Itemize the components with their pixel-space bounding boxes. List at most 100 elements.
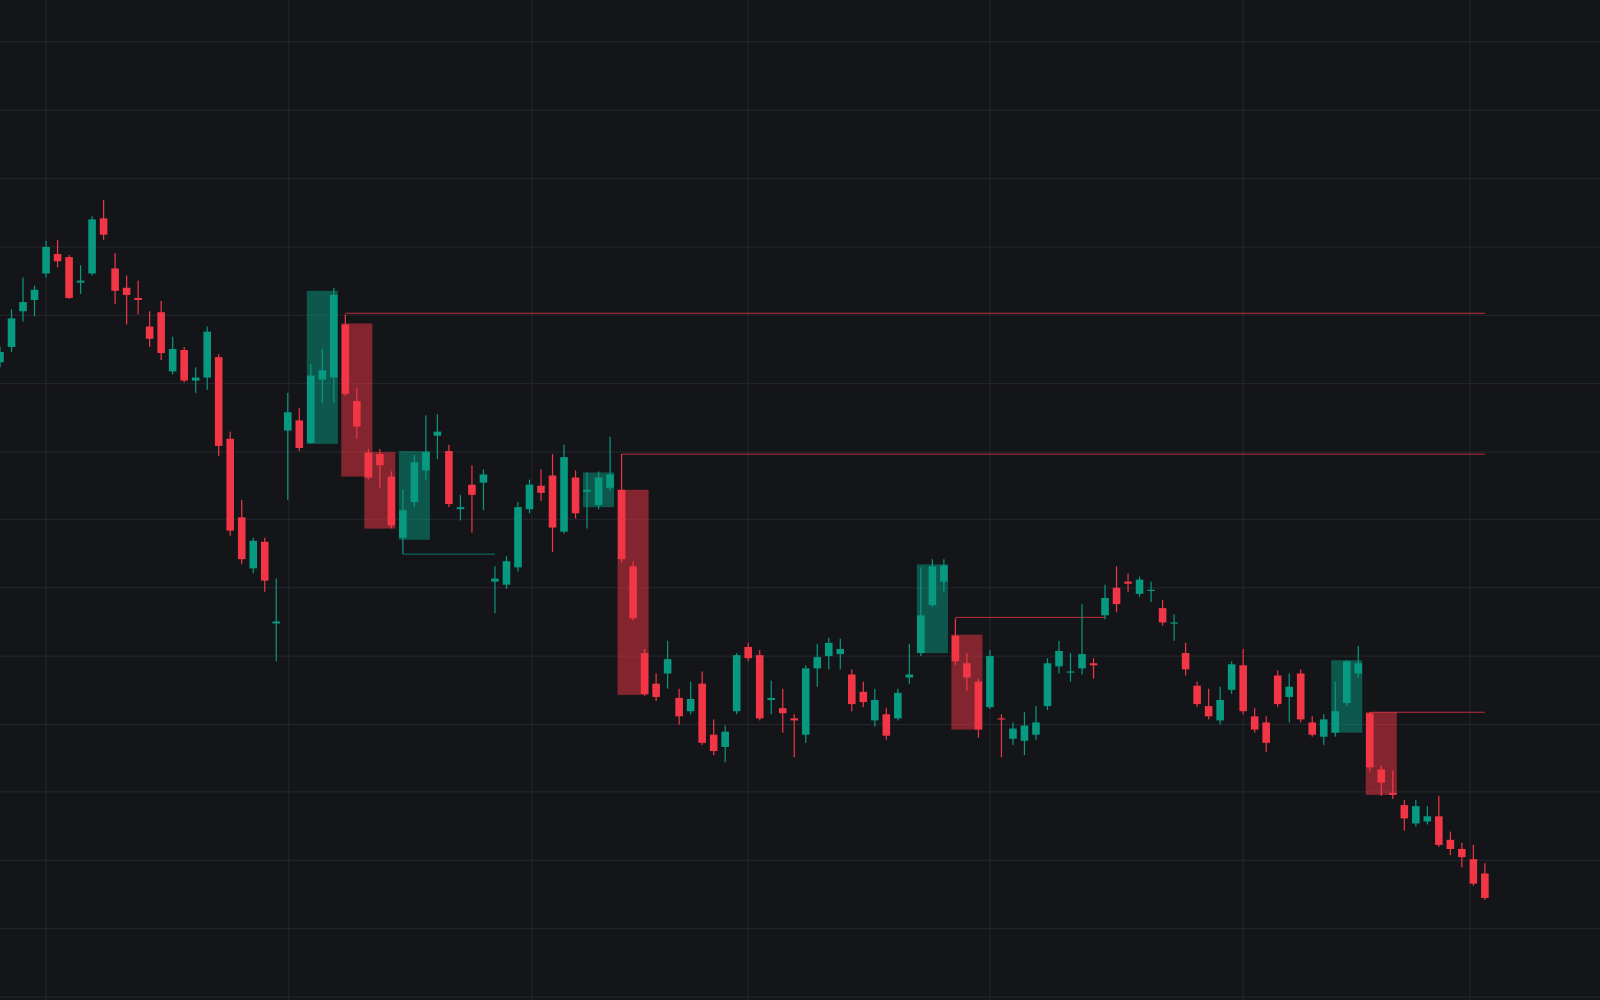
candle-body xyxy=(778,708,787,714)
candle-body xyxy=(721,731,729,747)
candle-body xyxy=(917,615,925,654)
candle-body xyxy=(479,474,488,483)
candle-body xyxy=(157,312,165,354)
candle-body xyxy=(859,691,868,703)
candle-body xyxy=(353,401,361,427)
candle-body xyxy=(1296,673,1305,720)
candle-body xyxy=(514,507,522,568)
candle-body xyxy=(1342,661,1351,704)
candle-body xyxy=(122,287,131,295)
candle-body xyxy=(571,477,580,514)
candle-body xyxy=(1089,663,1098,666)
candle-body xyxy=(1055,651,1063,667)
candle-body xyxy=(836,648,845,655)
candle-body xyxy=(1331,711,1340,733)
candle-body xyxy=(65,257,73,298)
candle-body xyxy=(790,718,799,721)
candle-body xyxy=(88,219,96,274)
candle-body xyxy=(1481,873,1489,898)
candle-body xyxy=(168,348,177,372)
candle-body xyxy=(1124,581,1132,584)
candle-body xyxy=(1135,579,1144,594)
candle-body xyxy=(525,484,534,510)
candle-body xyxy=(1204,706,1213,717)
candle-body xyxy=(1250,716,1259,730)
candle-body xyxy=(226,438,235,531)
candle-body xyxy=(548,475,557,528)
candle-body xyxy=(260,541,269,581)
candle-body xyxy=(1227,664,1236,690)
candle-body xyxy=(1308,722,1317,735)
candle-body xyxy=(203,331,211,378)
candle-body xyxy=(1458,848,1466,858)
candle-body xyxy=(330,294,338,378)
candle-body xyxy=(364,453,373,478)
candle-body xyxy=(629,566,637,619)
candle-body xyxy=(1112,587,1121,605)
candle-body xyxy=(1423,816,1432,822)
candle-body xyxy=(1400,805,1409,819)
candle-body xyxy=(1354,663,1363,674)
candle-body xyxy=(99,218,108,235)
candle-body xyxy=(652,683,660,697)
candle-body xyxy=(1193,685,1201,705)
candle-body xyxy=(1158,608,1167,623)
candle-body xyxy=(1239,665,1247,712)
candle-body xyxy=(801,668,810,735)
candle-body xyxy=(617,489,626,560)
candle-body xyxy=(1412,806,1420,824)
candle-body xyxy=(767,697,776,700)
candle-body xyxy=(675,697,683,717)
candle-body xyxy=(237,517,246,560)
candle-body xyxy=(53,254,62,262)
candle-body xyxy=(249,540,258,569)
candle-body xyxy=(1285,686,1294,697)
candle-body xyxy=(732,655,741,712)
candle-body xyxy=(1262,722,1270,743)
candle-body xyxy=(134,297,142,300)
candle-body xyxy=(422,452,430,471)
candle-body xyxy=(491,578,499,582)
candle-body xyxy=(848,674,856,705)
candle-body xyxy=(986,656,994,708)
candle-body xyxy=(1066,671,1075,673)
candle-body xyxy=(376,454,384,466)
candle-body xyxy=(560,457,568,532)
candle-body xyxy=(318,370,327,380)
candle-body xyxy=(306,375,315,443)
candle-body xyxy=(272,621,281,624)
candle-body xyxy=(502,561,511,585)
candle-body xyxy=(1043,663,1052,707)
candle-body xyxy=(111,268,119,291)
candle-body xyxy=(1147,589,1155,591)
candle-body xyxy=(42,246,50,274)
candle-body xyxy=(1365,713,1374,768)
candle-body xyxy=(1377,769,1386,783)
candle-body xyxy=(1389,792,1397,795)
candle-body xyxy=(594,477,603,506)
candle-body xyxy=(456,507,465,510)
candle-body xyxy=(283,412,292,431)
candle-body xyxy=(1273,675,1282,705)
candle-body xyxy=(928,566,937,606)
candle-body xyxy=(1216,700,1224,721)
candle-body xyxy=(686,698,695,712)
candle-body xyxy=(709,734,718,752)
candle-body xyxy=(445,451,453,505)
candle-body xyxy=(583,489,591,492)
candle-body xyxy=(755,655,764,719)
candle-body xyxy=(387,476,396,526)
candle-body xyxy=(1319,719,1328,737)
candle-body xyxy=(433,431,442,436)
candle-body xyxy=(871,700,879,721)
candle-body xyxy=(295,420,304,448)
candle-body xyxy=(905,674,914,678)
candle-body xyxy=(951,635,960,662)
candle-body xyxy=(1020,725,1029,741)
candle-body xyxy=(813,657,822,669)
candle-body xyxy=(963,663,971,678)
candle-body xyxy=(7,318,16,347)
candle-body xyxy=(468,484,476,495)
